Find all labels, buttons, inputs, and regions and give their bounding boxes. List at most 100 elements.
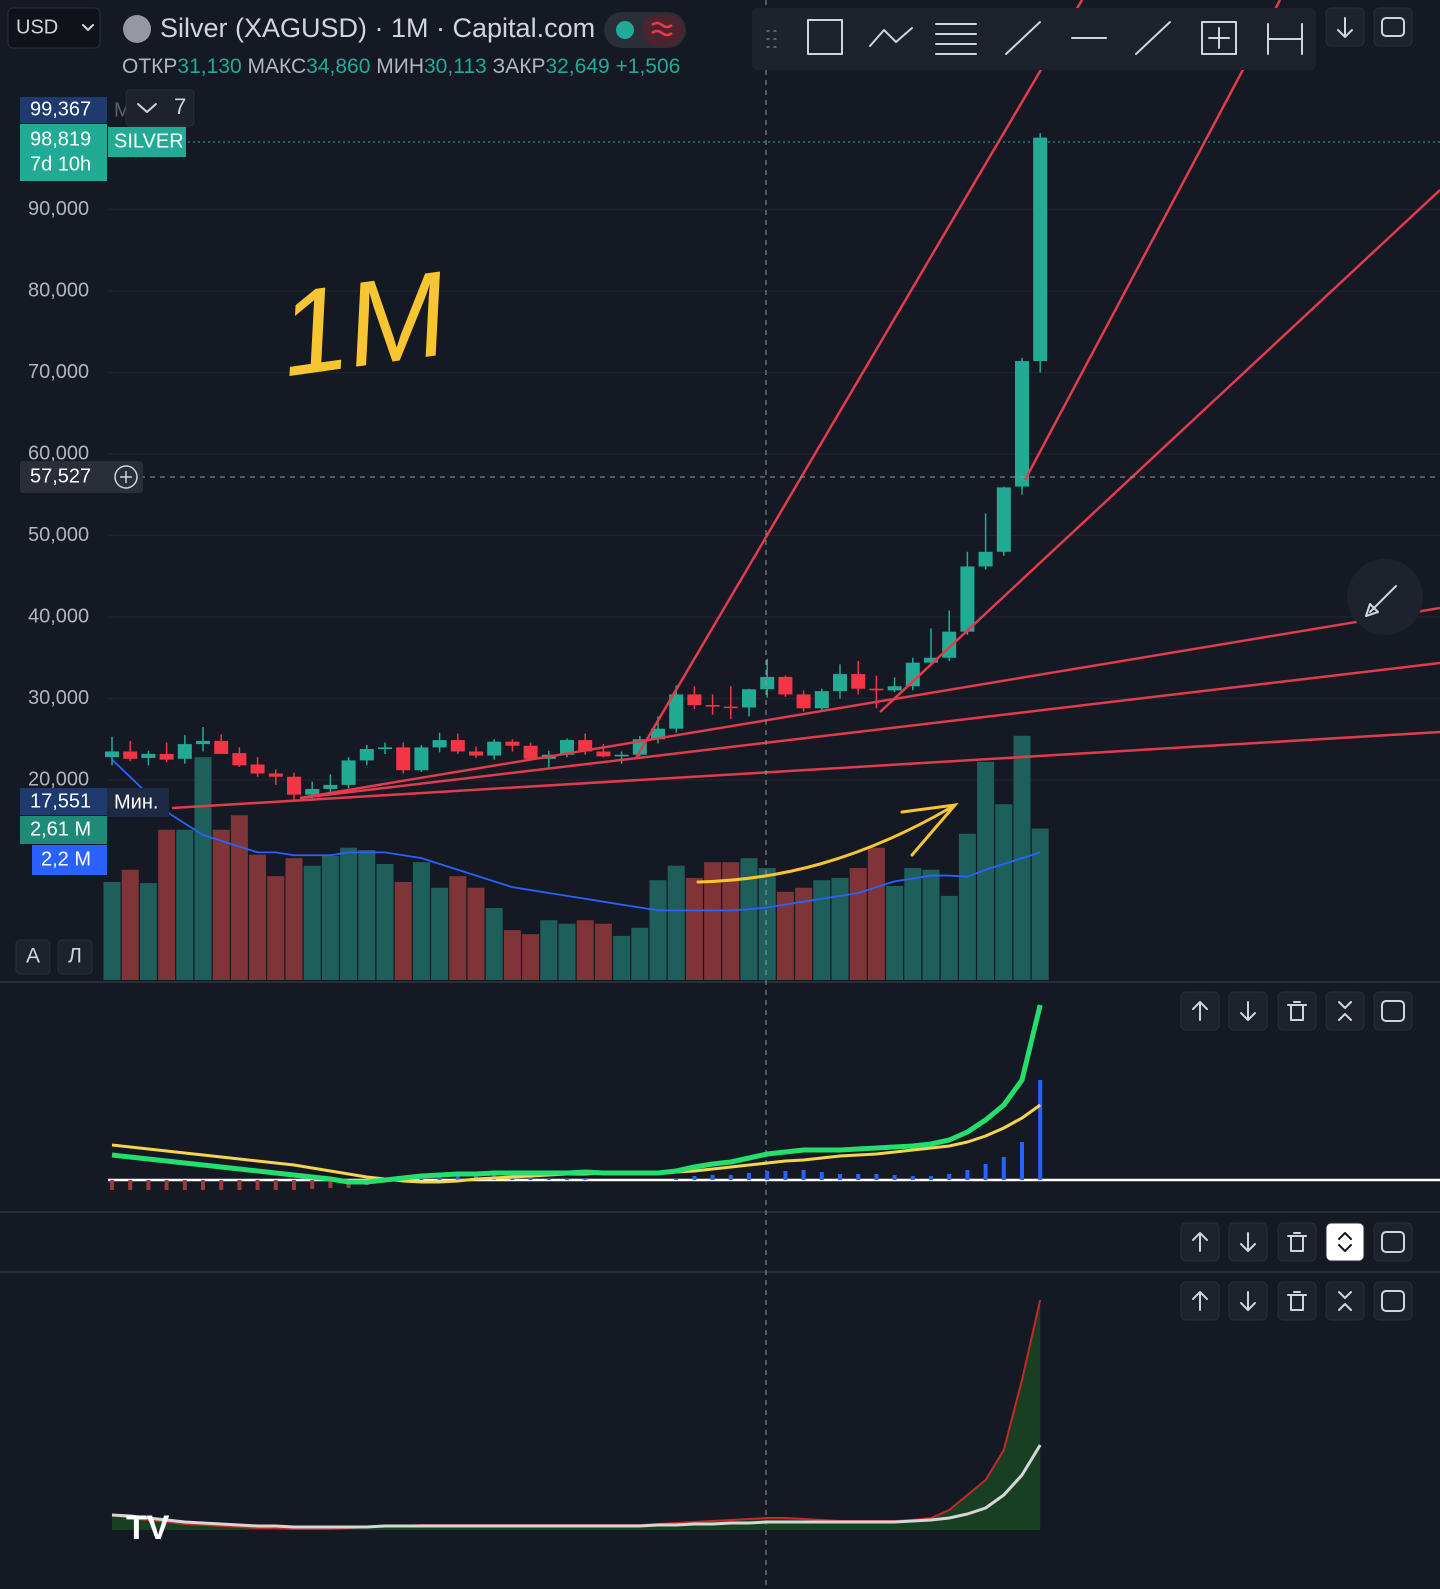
histogram-bar	[128, 1180, 133, 1190]
candle-body	[414, 747, 429, 771]
y-tick-label: 60,000	[28, 442, 89, 464]
histogram-bar	[292, 1180, 296, 1190]
volume-bar	[922, 869, 940, 980]
histogram-bar	[182, 1180, 187, 1190]
tool-fib[interactable]	[935, 23, 977, 55]
candle-body	[1015, 361, 1029, 487]
histogram-bar	[328, 1180, 333, 1188]
interval-dropdown[interactable]	[125, 89, 195, 127]
y-tick-label: 30,000	[28, 687, 89, 709]
trend-line	[879, 189, 1440, 713]
legend-value: 30,113	[424, 55, 487, 78]
add-alert[interactable]	[114, 465, 138, 489]
candle-body	[560, 740, 574, 755]
candle-body	[177, 744, 192, 759]
tool-rectangle[interactable]	[807, 19, 843, 55]
log-scale-button[interactable]	[57, 939, 93, 975]
trend-line	[299, 661, 1440, 800]
pane-button[interactable]	[1277, 1281, 1317, 1321]
volume-ma-line	[111, 758, 1041, 912]
pane-button-icon	[1287, 1291, 1307, 1311]
candle-body	[851, 674, 866, 689]
histogram-bar	[1038, 1080, 1043, 1180]
auto-scale-button[interactable]	[15, 939, 51, 975]
maximize-icon	[1381, 17, 1405, 37]
y-tick-label: 40,000	[28, 605, 89, 627]
pane-button[interactable]	[1277, 991, 1317, 1031]
pane-button[interactable]	[1325, 1281, 1365, 1321]
tool-measure[interactable]	[1201, 21, 1237, 55]
pane-button[interactable]	[1325, 991, 1365, 1031]
add-alert-icon	[120, 471, 132, 483]
candle-body	[687, 694, 702, 706]
histogram-bar	[765, 1171, 770, 1180]
histogram-bar	[929, 1176, 933, 1180]
volume-bar	[813, 880, 831, 980]
annotation: 1M	[271, 246, 455, 402]
legend-label: ОТКР	[122, 55, 177, 78]
tool-trend[interactable]	[1005, 21, 1041, 55]
candle-body	[523, 745, 538, 759]
candle-body	[796, 694, 811, 709]
volume-bar	[631, 927, 649, 980]
pane-button[interactable]	[1373, 991, 1413, 1031]
pane-button[interactable]	[1277, 1222, 1317, 1262]
pane-button-icon	[1381, 1231, 1405, 1253]
tool-ray[interactable]	[1135, 21, 1171, 55]
y-tick-label: 90,000	[28, 198, 89, 220]
currency-select[interactable]	[7, 7, 101, 49]
candle-body	[723, 706, 738, 709]
legend-label: МАКС	[247, 55, 306, 78]
pane-button-icon	[1192, 1001, 1208, 1021]
pane-button[interactable]	[1373, 1222, 1413, 1262]
volume-bar	[849, 868, 867, 980]
last-value: 98,819	[30, 128, 91, 150]
pane-button[interactable]	[1325, 1222, 1365, 1262]
volume-bar	[139, 883, 157, 980]
histogram-bar	[273, 1180, 278, 1190]
dropdown-icon	[137, 103, 157, 113]
legend-change: +1,506	[616, 55, 681, 78]
volume-bar	[412, 862, 430, 980]
candle-body	[305, 788, 320, 795]
toolbar-maximize[interactable]	[1373, 7, 1413, 47]
volume-bar	[303, 865, 321, 980]
indicator-line	[111, 1444, 1042, 1529]
volume-bar	[485, 908, 503, 980]
candle-layer	[105, 133, 1048, 800]
crosshair-value: 57,527	[30, 465, 91, 487]
volume-bar	[740, 858, 758, 980]
histogram-bar	[164, 1180, 169, 1190]
histogram-bar	[856, 1174, 861, 1180]
tool-path[interactable]	[869, 27, 913, 47]
legend-value: 32,649	[545, 55, 609, 78]
volume-bar	[540, 920, 558, 980]
volume-bar	[212, 829, 230, 980]
trend-line	[1023, 0, 1282, 481]
pane-button[interactable]	[1373, 1281, 1413, 1321]
volume-bar	[776, 891, 794, 980]
candle-body	[487, 741, 502, 756]
low-value: 17,551	[30, 790, 91, 812]
candle-body	[432, 740, 447, 748]
histogram-bar	[801, 1170, 806, 1180]
pane-button-icon	[1338, 1001, 1352, 1021]
drawing-toolbar	[752, 7, 1413, 70]
high-badge	[20, 97, 107, 123]
legend-value: 34,860	[306, 55, 370, 78]
tool-range[interactable]	[1267, 23, 1303, 55]
volume-bar	[867, 847, 885, 980]
histogram-bar	[310, 1180, 315, 1189]
histogram-bar	[146, 1180, 151, 1190]
auto-scale-label: A	[26, 945, 40, 968]
histogram-bar	[965, 1170, 970, 1180]
grid	[108, 208, 1440, 781]
volume-bar	[467, 887, 485, 980]
volume-bar	[194, 757, 212, 980]
legend-label: ЗАКР	[493, 55, 546, 78]
y-tick-label: 80,000	[28, 279, 89, 301]
toolbar-handle	[766, 30, 777, 48]
histogram-bar	[583, 1178, 588, 1180]
